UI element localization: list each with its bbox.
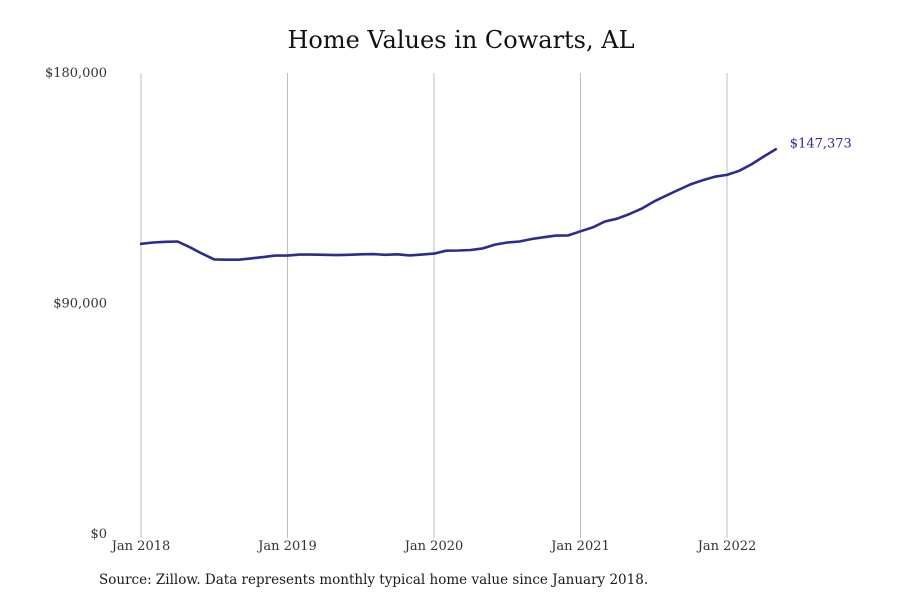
x-tick-label: Jan 2019 [256,539,317,554]
x-tick-label: Jan 2022 [696,539,757,554]
x-tick-label: Jan 2021 [549,539,610,554]
gridlines [140,73,728,538]
end-value-label: $147,373 [790,136,852,151]
source-note: Source: Zillow. Data represents monthly … [99,572,649,588]
x-axis-ticks: Jan 2018 Jan 2019 Jan 2020 Jan 2021 Jan 2022 [110,539,757,554]
x-tick-label: Jan 2020 [403,539,464,554]
series-line [139,148,778,262]
y-tick-label: $180,000 [45,66,107,81]
series-layer [139,148,778,262]
y-axis-ticks: $0 $90,000 $180,000 [45,66,107,542]
y-tick-label: $0 [90,527,107,542]
chart-title: Home Values in Cowarts, AL [287,26,635,54]
x-tick-label: Jan 2018 [110,539,171,554]
y-tick-label: $90,000 [53,297,107,312]
